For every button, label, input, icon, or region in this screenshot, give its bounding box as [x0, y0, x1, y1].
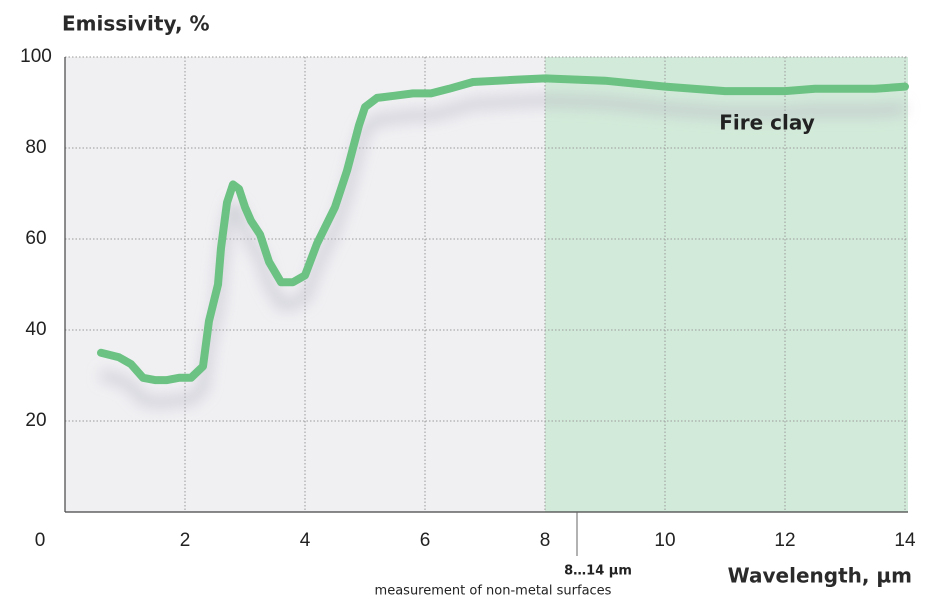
line-shadow: [99, 95, 906, 408]
y-tick-label: 60: [25, 228, 46, 249]
measurement-band: [545, 57, 908, 512]
series-line: [97, 74, 909, 385]
y-tick-label: 100: [20, 46, 52, 67]
band-label: 8…14 µm: [564, 564, 632, 579]
y-tick-label: 20: [25, 410, 46, 431]
x-tick-label: 10: [654, 530, 675, 551]
y-axis-title: Emissivity, %: [62, 12, 210, 36]
x-tick-label: 14: [894, 530, 916, 551]
x-tick-label: 4: [300, 530, 311, 551]
series-label: Fire clay: [719, 111, 815, 135]
band-note: measurement of non-metal surfaces: [375, 584, 612, 599]
x-tick-label: 0: [35, 530, 46, 551]
x-axis-title: Wavelength, µm: [728, 564, 912, 588]
y-tick-label: 40: [25, 319, 46, 340]
x-tick-label: 2: [180, 530, 191, 551]
x-tick-label: 12: [774, 530, 795, 551]
x-tick-label: 8: [540, 530, 551, 551]
x-tick-label: 6: [420, 530, 431, 551]
y-tick-label: 80: [25, 137, 46, 158]
